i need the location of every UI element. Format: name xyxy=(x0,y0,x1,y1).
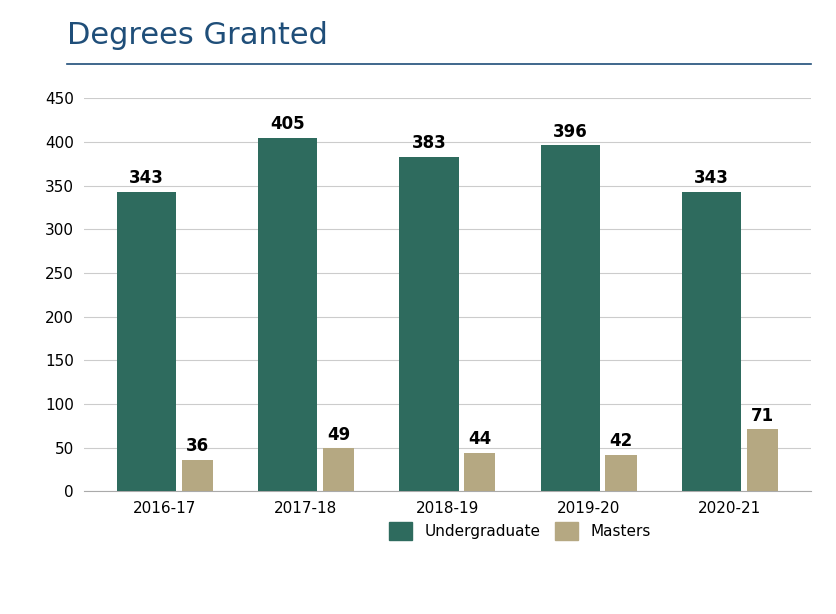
Text: 396: 396 xyxy=(553,123,588,141)
Bar xyxy=(258,138,318,491)
Bar xyxy=(400,157,459,491)
Text: 42: 42 xyxy=(609,432,633,450)
Text: 36: 36 xyxy=(186,437,209,456)
Text: Degrees Granted: Degrees Granted xyxy=(67,21,328,50)
Text: 44: 44 xyxy=(468,430,492,448)
Bar xyxy=(541,146,600,491)
Bar xyxy=(605,454,636,491)
Bar xyxy=(464,453,495,491)
Bar xyxy=(181,460,212,491)
Text: 343: 343 xyxy=(129,169,164,187)
Text: 49: 49 xyxy=(327,426,350,444)
Text: 71: 71 xyxy=(751,407,774,425)
Bar xyxy=(117,192,176,491)
Bar xyxy=(747,429,777,491)
Text: 383: 383 xyxy=(411,134,446,152)
Legend: Undergraduate, Masters: Undergraduate, Masters xyxy=(383,516,657,546)
Bar xyxy=(682,192,742,491)
Bar xyxy=(323,448,354,491)
Text: 405: 405 xyxy=(270,115,305,133)
Text: 343: 343 xyxy=(694,169,729,187)
